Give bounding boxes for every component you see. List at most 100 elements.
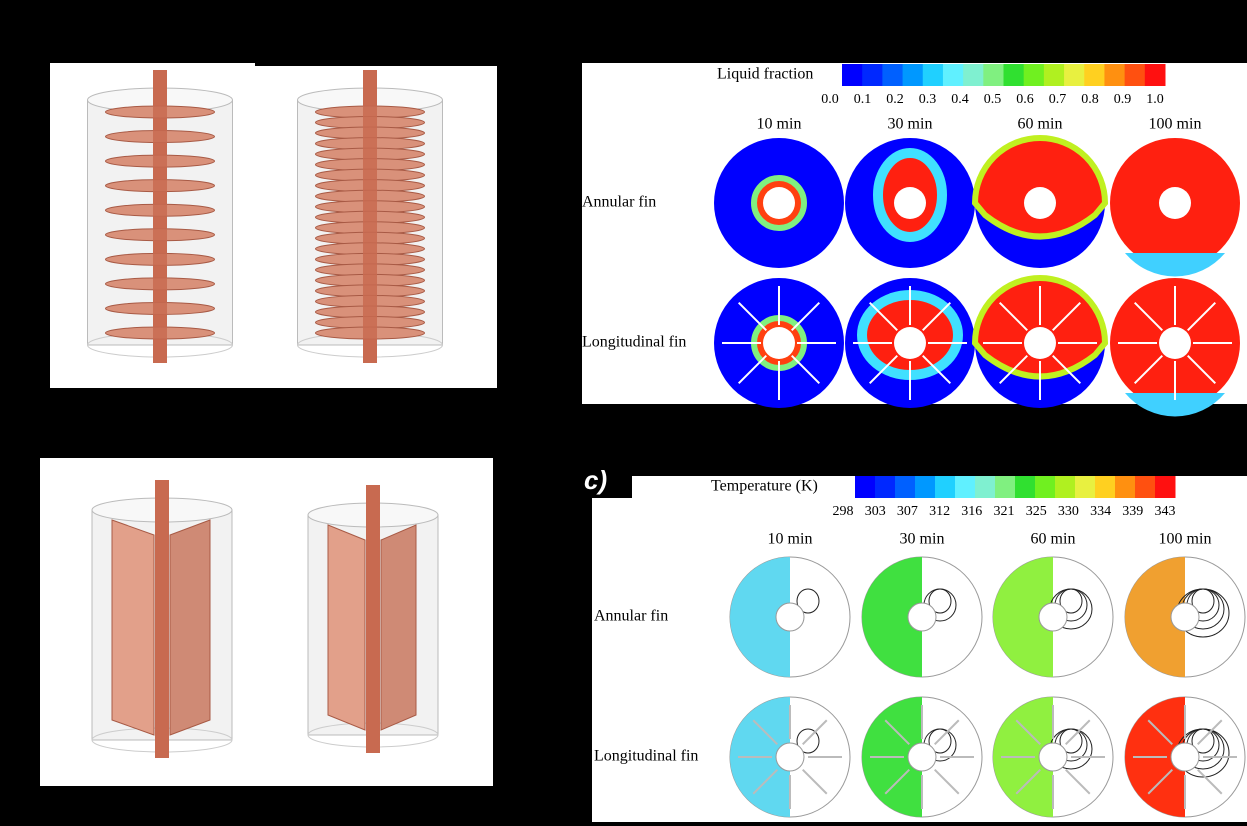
- hole: [1038, 602, 1068, 632]
- colorbar-title: Liquid fraction: [717, 66, 813, 83]
- fin: [327, 524, 366, 731]
- colorbar-cell: [963, 64, 984, 86]
- hole: [894, 187, 926, 219]
- hole: [1159, 187, 1191, 219]
- solid: [1125, 253, 1225, 277]
- time-label: 30 min: [888, 116, 933, 133]
- fin-line: [998, 355, 1028, 385]
- colorbar-tick-label: 0.9: [1114, 92, 1132, 107]
- fin-line: [1187, 355, 1217, 385]
- colorbar-tick-label: 321: [994, 504, 1015, 519]
- hole: [1170, 742, 1200, 772]
- fin-line: [737, 301, 767, 331]
- hole: [763, 327, 795, 359]
- colorbar-cell: [1124, 64, 1146, 86]
- fin-line: [752, 719, 778, 745]
- time-label: 100 min: [1149, 116, 1202, 133]
- colorbar-tick-label: 343: [1155, 504, 1176, 519]
- hole: [907, 602, 937, 632]
- hole: [775, 602, 805, 632]
- fin-line: [1147, 719, 1173, 745]
- colorbar-tick-label: 0.3: [919, 92, 937, 107]
- time-label: 10 min: [768, 531, 813, 548]
- time-label: 10 min: [757, 116, 802, 133]
- colorbar-cell: [922, 64, 944, 86]
- fin-line: [934, 769, 960, 795]
- fin-line: [1197, 769, 1223, 795]
- fin-line: [998, 301, 1028, 331]
- colorbar-cell: [1104, 64, 1126, 86]
- hole: [763, 187, 795, 219]
- hole: [1024, 187, 1056, 219]
- fin-line: [1015, 719, 1041, 745]
- fin-line: [1133, 355, 1163, 385]
- temperature-half: [993, 557, 1053, 677]
- colorbar-cell: [915, 476, 936, 498]
- fin-line: [1052, 301, 1082, 331]
- fin-line: [1187, 301, 1217, 331]
- colorbar-cell: [1003, 64, 1025, 86]
- illustrations: [87, 64, 1246, 818]
- fin-line: [791, 355, 821, 385]
- colorbar-cell: [862, 64, 883, 86]
- label-bg: [582, 458, 632, 498]
- fin-line: [934, 719, 960, 745]
- temperature-half: [730, 557, 790, 677]
- colorbar-tick-label: 334: [1090, 504, 1111, 519]
- fin: [380, 524, 417, 731]
- colorbar-cell: [1115, 476, 1136, 498]
- time-label: 100 min: [1159, 531, 1212, 548]
- row-label: Longitudinal fin: [582, 334, 686, 351]
- fin-line: [922, 355, 952, 385]
- hole: [894, 327, 926, 359]
- streamline: [796, 588, 820, 614]
- colorbar-cell: [875, 476, 896, 498]
- hole: [1038, 742, 1068, 772]
- colorbar-tick-label: 316: [961, 504, 982, 519]
- fin-line: [1147, 769, 1173, 795]
- fin-line: [922, 301, 952, 331]
- fin-line: [1015, 769, 1041, 795]
- solid: [1125, 393, 1225, 417]
- fin-line: [868, 355, 898, 385]
- hole: [907, 742, 937, 772]
- colorbar-tick-label: 0.5: [984, 92, 1002, 107]
- fin-line: [802, 719, 828, 745]
- fin: [169, 519, 211, 736]
- fin-line: [884, 769, 910, 795]
- hole: [1024, 327, 1056, 359]
- fin: [111, 519, 155, 736]
- colorbar-cell: [1064, 64, 1085, 86]
- colorbar-tick-label: 339: [1122, 504, 1143, 519]
- time-label: 60 min: [1031, 531, 1076, 548]
- row-label: Annular fin: [594, 608, 668, 625]
- colorbar-tick-label: 0.6: [1016, 92, 1034, 107]
- colorbar-tick-label: 330: [1058, 504, 1079, 519]
- fin-line: [737, 355, 767, 385]
- colorbar-cell: [955, 476, 976, 498]
- colorbar-cell: [1015, 476, 1036, 498]
- colorbar-cell: [855, 476, 876, 498]
- colorbar-tick-label: 307: [897, 504, 918, 519]
- colorbar-cell: [1095, 476, 1116, 498]
- tube: [366, 485, 380, 753]
- tube: [363, 70, 377, 363]
- tube: [153, 70, 167, 363]
- colorbar-tick-label: 298: [833, 504, 854, 519]
- fin-line: [1052, 355, 1082, 385]
- hole: [775, 742, 805, 772]
- colorbar-cell: [1043, 64, 1065, 86]
- tube: [155, 480, 169, 758]
- hole: [1159, 327, 1191, 359]
- colorbar-tick-label: 325: [1026, 504, 1047, 519]
- colorbar-cell: [995, 476, 1016, 498]
- colorbar-cell: [983, 64, 1004, 86]
- colorbar-cell: [935, 476, 956, 498]
- fin-line: [752, 769, 778, 795]
- fin-line: [1065, 769, 1091, 795]
- colorbar-cell: [1055, 476, 1076, 498]
- colorbar-cell: [1035, 476, 1056, 498]
- time-label: 30 min: [900, 531, 945, 548]
- colorbar-tick-label: 312: [929, 504, 950, 519]
